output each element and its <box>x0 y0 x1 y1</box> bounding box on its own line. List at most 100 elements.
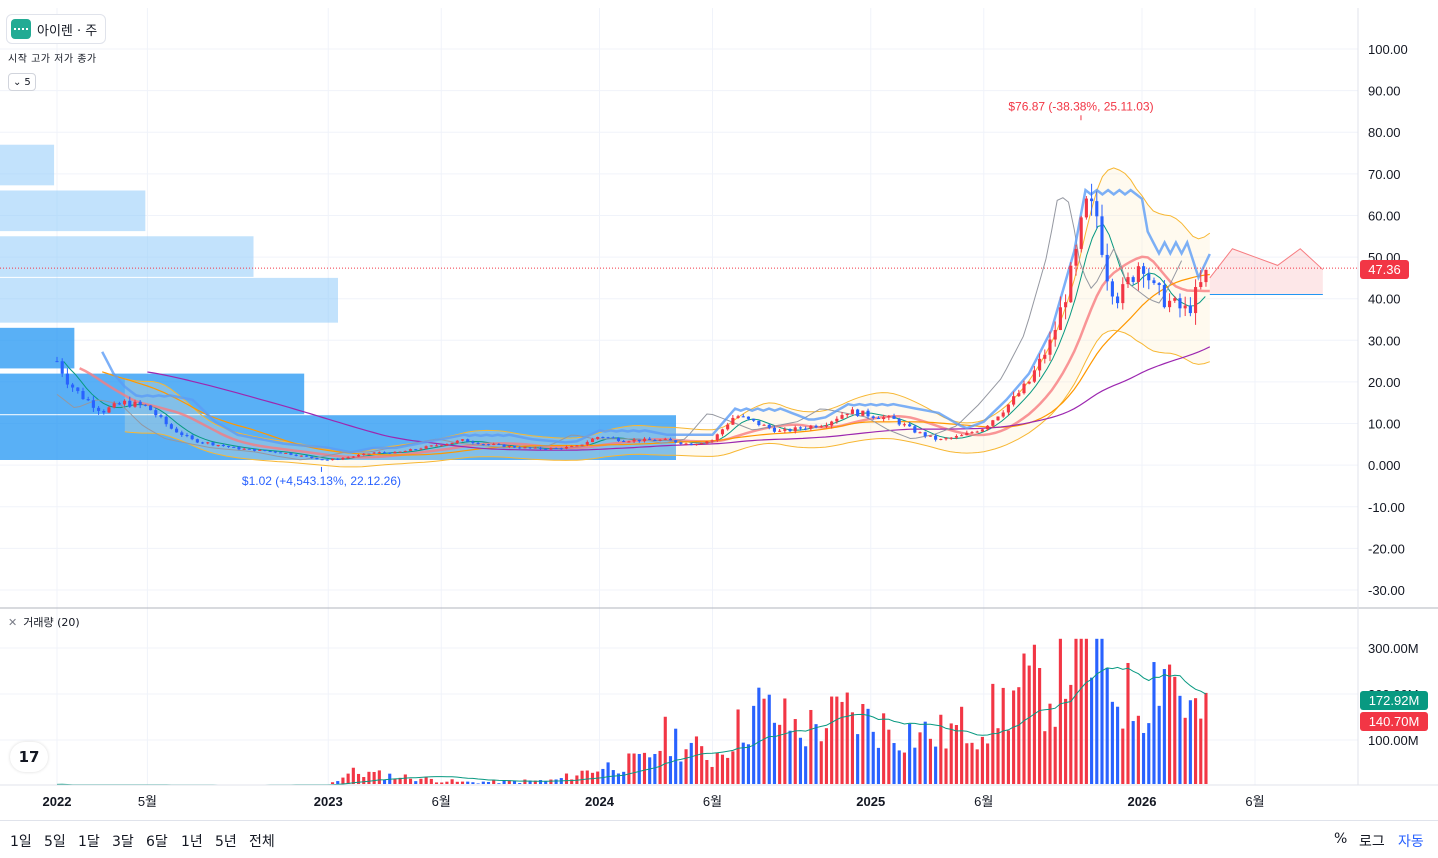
volume-bar <box>1121 728 1125 784</box>
candle-body <box>1095 201 1099 217</box>
volume-bar <box>377 770 381 784</box>
volume-bar <box>804 746 808 784</box>
candle-body <box>159 415 163 417</box>
candle-body <box>528 447 532 449</box>
volume-bar <box>689 742 693 784</box>
volume-bar <box>684 749 688 784</box>
volume-bar <box>923 721 927 784</box>
candle-body <box>835 418 839 422</box>
candle-body <box>934 435 938 440</box>
range-6m-button[interactable]: 6달 <box>146 834 168 850</box>
range-1m-button[interactable]: 1달 <box>78 834 100 850</box>
volume-bar <box>1001 687 1005 784</box>
candle-body <box>190 435 194 440</box>
candle-body <box>65 373 69 385</box>
candle-body <box>700 443 704 445</box>
candle-body <box>944 438 948 440</box>
volume-bar <box>1105 667 1109 784</box>
time-tick-label: 6월 <box>974 794 993 809</box>
volume-bar <box>1048 703 1052 784</box>
candle-body <box>814 425 818 428</box>
candle-body <box>91 400 95 408</box>
volume-bar <box>648 757 652 784</box>
volume-bar <box>622 771 626 784</box>
candle-body <box>533 447 537 449</box>
candle-body <box>1069 265 1073 303</box>
candle-body <box>783 429 787 431</box>
symbol-button[interactable]: 아이렌 · 주 <box>6 14 107 44</box>
candle-body <box>1043 354 1047 359</box>
range-1d-button[interactable]: 1일 <box>10 834 32 850</box>
candle-body <box>1183 305 1187 309</box>
candle-body <box>1136 266 1140 282</box>
volume-bar <box>460 781 465 784</box>
volume-bar <box>1079 638 1083 784</box>
volume-bar <box>850 712 855 784</box>
candle-body <box>554 448 558 450</box>
candle-body <box>86 399 90 401</box>
candle-body <box>694 444 699 446</box>
volume-bar <box>1116 706 1120 784</box>
candle-body <box>778 430 782 432</box>
candle-body <box>949 437 953 439</box>
price-tick-label: 0.000 <box>1368 458 1401 473</box>
candle-body <box>97 407 101 411</box>
candle-body <box>559 448 563 450</box>
candle-body <box>731 417 735 425</box>
volume-profile-row <box>0 236 254 277</box>
percent-scale-button[interactable]: % <box>1334 831 1348 847</box>
volume-bar <box>1183 717 1187 784</box>
candle-body <box>1074 248 1078 266</box>
price-tick-label: -10.00 <box>1368 500 1405 515</box>
ohlc-labels: 시작 고가 저가 종가 <box>8 54 97 65</box>
candle-body <box>492 444 496 446</box>
close-icon[interactable]: ✕ <box>8 615 18 629</box>
candle-body <box>882 417 886 420</box>
price-tick-label: 60.00 <box>1368 208 1401 223</box>
range-all-button[interactable]: 전체 <box>249 834 275 850</box>
candle-body <box>466 439 470 442</box>
auto-scale-button[interactable]: 자동 <box>1398 834 1424 850</box>
volume-bar <box>918 732 922 784</box>
candle-body <box>356 454 361 457</box>
log-scale-button[interactable]: 로그 <box>1359 834 1385 850</box>
candle-body <box>705 441 709 444</box>
candle-body <box>622 441 626 443</box>
chart-canvas[interactable]: 100.0090.0080.0070.0060.0050.0040.0030.0… <box>0 0 1438 820</box>
tradingview-logo-icon[interactable]: 17 <box>10 742 48 772</box>
volume-bar <box>986 743 990 784</box>
volume-bar <box>1095 638 1099 784</box>
range-5y-button[interactable]: 5년 <box>215 834 237 850</box>
candle-body <box>544 448 548 450</box>
volume-bar <box>830 696 834 784</box>
volume-bar <box>533 780 537 784</box>
volume-bar <box>778 724 782 784</box>
candle-body <box>471 441 475 443</box>
price-tick-label: 90.00 <box>1368 84 1401 99</box>
volume-bar <box>398 777 402 784</box>
volume-bar <box>1162 669 1166 784</box>
candle-body <box>1100 216 1104 255</box>
candle-body <box>804 428 808 430</box>
range-3m-button[interactable]: 3달 <box>112 834 134 850</box>
volume-tick-label: 100.00M <box>1368 733 1419 748</box>
candle-body <box>762 424 766 426</box>
volume-bar <box>330 782 335 784</box>
range-5d-button[interactable]: 5일 <box>44 834 66 850</box>
candle-body <box>481 444 485 446</box>
candle-body <box>1090 198 1094 202</box>
candle-body <box>123 400 127 405</box>
volume-bar <box>544 780 548 784</box>
volume-bar <box>866 708 870 784</box>
candle-body <box>455 440 459 443</box>
candle-body <box>1116 296 1120 304</box>
range-1y-button[interactable]: 1년 <box>181 834 203 850</box>
volume-bar <box>606 762 610 784</box>
candle-body <box>913 426 917 433</box>
candle-body <box>143 404 147 406</box>
candle-body <box>201 442 205 444</box>
candle-body <box>424 446 428 449</box>
candle-body <box>1038 358 1042 371</box>
indicators-collapse-button[interactable]: ⌄ 5 <box>8 73 36 91</box>
candle-body <box>247 448 251 450</box>
